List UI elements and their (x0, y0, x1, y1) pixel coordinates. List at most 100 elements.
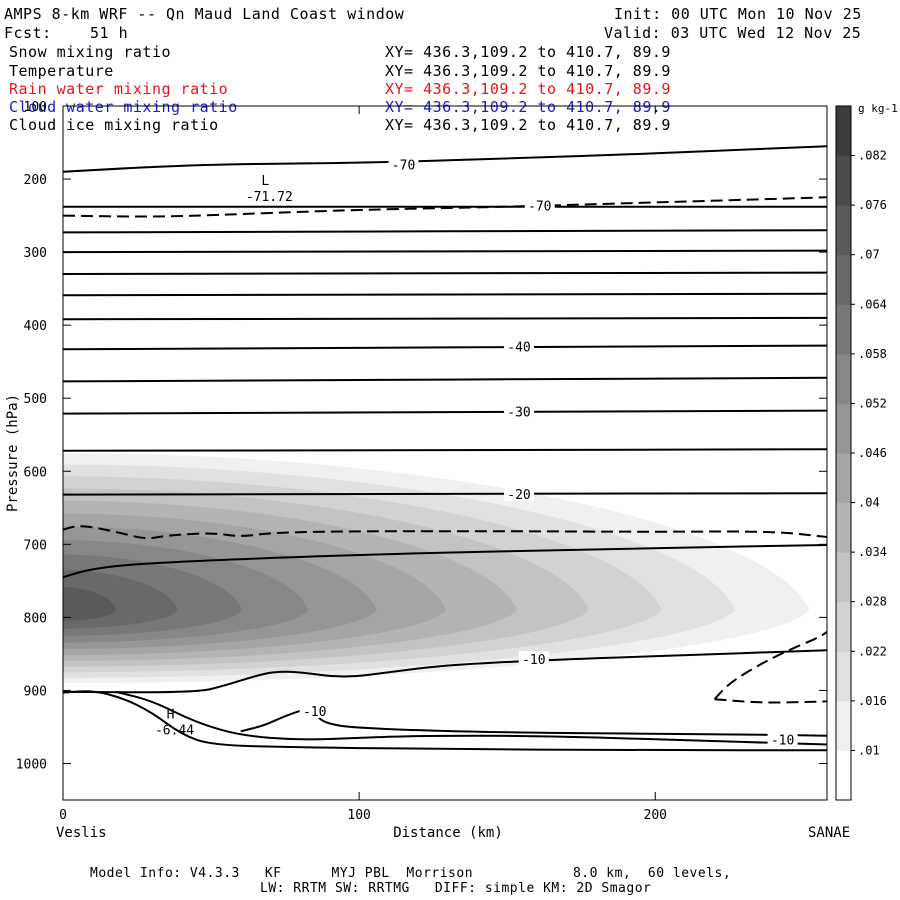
colorbar-swatch (836, 750, 851, 801)
field-xy: XY= 436.3,109.2 to 410.7, 89.9 (385, 62, 671, 80)
colorbar-tick-label: .07 (858, 248, 880, 262)
colorbar-swatch (836, 155, 851, 206)
contour-label: -40 (507, 340, 530, 355)
contour-label: -70 (528, 199, 551, 214)
temperature-contour (63, 145, 827, 173)
temperature-contour (63, 292, 827, 297)
x-left-location: Veslis (56, 825, 107, 841)
contour-labels: -70 -70 -40 -30 -20 -10 -10 -10 (299, 156, 798, 748)
extrema-marks: L-71.72 H-6.44 (155, 174, 293, 738)
dashed-contours (63, 196, 827, 704)
temperature-contour (63, 448, 827, 452)
colorbar-swatch (836, 403, 851, 454)
colorbar-swatch (836, 353, 851, 404)
contour-label-bg (518, 651, 549, 667)
colorbar-swatch (836, 106, 851, 157)
temperature-contour (240, 709, 301, 733)
field-name: Temperature (9, 62, 114, 80)
y-tick-label: 1000 (16, 757, 47, 772)
colorbar-swatch (836, 453, 851, 504)
y-tick-label: 100 (24, 100, 47, 115)
model-info-line2: LW: RRTM SW: RRTMG DIFF: simple KM: 2D S… (260, 881, 652, 896)
contour-label-bg (504, 485, 535, 501)
field-name: Snow mixing ratio (9, 43, 172, 61)
y-tick-label: 800 (24, 611, 47, 626)
temperature-contour (63, 249, 827, 254)
colorbar-tick-label: .034 (858, 545, 887, 559)
contour-label-bg (504, 338, 535, 354)
forecast-hour: 51 h (90, 24, 129, 42)
temperature-contour (63, 649, 827, 694)
y-axis-label: Pressure (hPa) (5, 394, 21, 512)
y-tick-label: 600 (24, 465, 47, 480)
colorbar-swatch (836, 700, 851, 751)
temperature-contour (63, 690, 827, 752)
colorbar-tick-label: .046 (858, 446, 887, 460)
colorbar-tick-label: .016 (858, 694, 887, 708)
axes: 100 200 300 400 500 600 700 800 900 1000 0 100 200 (16, 100, 827, 823)
contour-label-bg (299, 702, 330, 718)
colorbar-tick-label: .058 (858, 347, 887, 361)
valid-time: Valid: 03 UTC Wed 12 Nov 25 (604, 24, 862, 42)
contour-label-bg (767, 731, 798, 747)
temperature-contour (116, 690, 827, 746)
y-tick-label: 900 (24, 684, 47, 699)
field-xy: XY= 436.3,109.2 to 410.7, 89.9 (385, 43, 671, 61)
colorbar-tick-label: .064 (858, 297, 887, 311)
extremum-mark: H (167, 707, 175, 722)
colorbar-unit: g kg-1 (858, 102, 898, 115)
field-xy: XY= 436.3,109.2 to 410.7, 89.9 (385, 116, 671, 134)
chart-title: AMPS 8-km WRF -- Qn Maud Land Coast wind… (4, 5, 405, 23)
contour-label-bg (524, 197, 555, 213)
temperature-contour (63, 229, 827, 234)
colorbar-swatch (836, 502, 851, 553)
x-right-location: SANAE (808, 825, 850, 841)
temperature-contour (63, 271, 827, 275)
plot-frame (62, 105, 828, 801)
colorbar-swatch (836, 304, 851, 355)
contour-label: -30 (507, 405, 530, 420)
x-axis-label: Distance (km) (393, 825, 503, 841)
contour-label: -10 (522, 653, 545, 668)
contour-label: -10 (303, 705, 326, 720)
colorbar: .01 .016 .022 .028 .034 .04 .046 .052 .058 .064 .0… (835, 102, 898, 801)
colorbar-swatch (836, 205, 851, 256)
y-tick-label: 500 (24, 392, 47, 407)
dashed-contour (713, 631, 827, 700)
temperature-contour (63, 344, 827, 351)
x-tick-label: 0 (59, 808, 67, 823)
contour-label-bg (388, 156, 419, 172)
temperature-contour (63, 492, 827, 496)
extremum-value: -6.44 (155, 723, 194, 738)
field-xy: XY= 436.3,109.2 to 410.7, 89.9 (385, 98, 671, 116)
colorbar-swatch (836, 601, 851, 652)
colorbar-swatch (836, 651, 851, 702)
colorbar-tick-label: .022 (858, 644, 887, 658)
colorbar-tick-label: .076 (858, 198, 887, 212)
x-tick-label: 200 (644, 808, 667, 823)
temperature-contour (63, 376, 827, 383)
dashed-contour (714, 698, 827, 704)
contour-label-bg (504, 403, 535, 419)
snow-shading (63, 453, 810, 684)
x-tick-label: 100 (347, 808, 370, 823)
colorbar-swatch (836, 552, 851, 603)
temperature-contours (63, 145, 827, 752)
snow-band (63, 587, 117, 621)
contour-label: -10 (771, 733, 794, 748)
y-tick-label: 300 (24, 246, 47, 261)
y-tick-label: 400 (24, 319, 47, 334)
y-tick-label: 200 (24, 173, 47, 188)
contour-label: -20 (507, 488, 530, 503)
dashed-contour (63, 196, 827, 218)
dashed-contour (63, 525, 827, 540)
model-info-line1: Model Info: V4.3.3 KF MYJ PBL Morrison 8… (90, 866, 732, 881)
colorbar-tick-label: .028 (858, 595, 887, 609)
extremum-value: -71.72 (246, 190, 293, 205)
colorbar-tick-label: .052 (858, 396, 887, 410)
temperature-contour (63, 544, 827, 579)
field-name: Cloud water mixing ratio (9, 98, 238, 116)
colorbar-swatch (836, 254, 851, 305)
field-name: Cloud ice mixing ratio (9, 116, 219, 134)
